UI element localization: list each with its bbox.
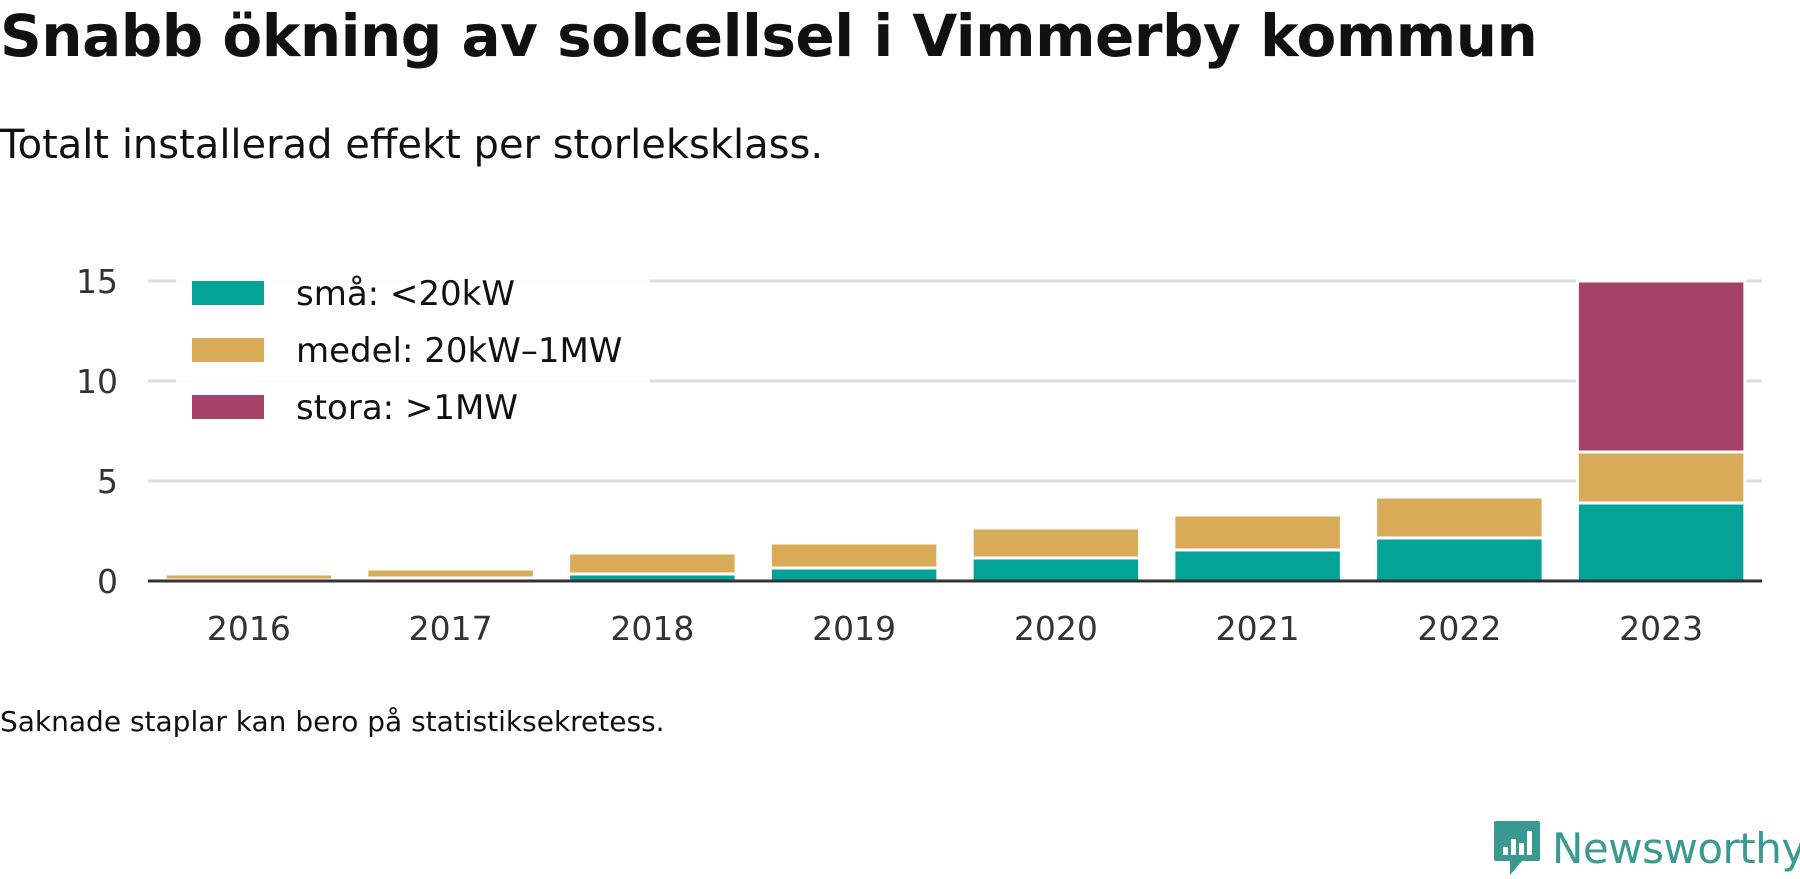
x-tick-label: 2023 bbox=[1619, 609, 1703, 648]
bar-segment bbox=[1575, 450, 1747, 505]
y-tick-label: 0 bbox=[97, 562, 118, 601]
x-tick-label: 2018 bbox=[610, 609, 694, 648]
bar-segment bbox=[567, 551, 738, 576]
x-tick-label: 2016 bbox=[207, 609, 291, 648]
x-tick-label: 2017 bbox=[409, 609, 493, 648]
bar-segment bbox=[1172, 513, 1343, 552]
brand-name: Newsworthy bbox=[1552, 823, 1800, 873]
bar-segment bbox=[1575, 501, 1747, 583]
newsworthy-logo-icon bbox=[1494, 821, 1540, 875]
bar-segment bbox=[1374, 495, 1545, 540]
brand-logo[interactable]: Newsworthy bbox=[1492, 818, 1800, 878]
legend-swatch bbox=[192, 338, 264, 362]
bar-segment bbox=[768, 566, 940, 583]
bar-segment bbox=[970, 556, 1142, 583]
legend-label: stora: >1MW bbox=[296, 388, 518, 428]
y-tick-label: 15 bbox=[76, 262, 118, 301]
bar-segment bbox=[1374, 536, 1545, 583]
x-tick-label: 2019 bbox=[812, 609, 896, 648]
y-tick-label: 5 bbox=[97, 462, 118, 501]
bar-segment bbox=[1172, 548, 1343, 583]
legend-label: små: <20kW bbox=[296, 274, 515, 314]
bar-segment bbox=[970, 526, 1142, 560]
legend-swatch bbox=[192, 395, 264, 419]
bar-segment bbox=[1575, 279, 1747, 454]
x-tick-label: 2020 bbox=[1014, 609, 1098, 648]
bar-segment bbox=[163, 572, 335, 582]
chart-title: Snabb ökning av solcellsel i Vimmerby ko… bbox=[0, 2, 1538, 70]
x-tick-label: 2021 bbox=[1216, 609, 1300, 648]
y-tick-label: 10 bbox=[76, 362, 118, 401]
footnote: Saknade staplar kan bero på statistiksek… bbox=[0, 705, 665, 738]
chart-subtitle: Totalt installerad effekt per storlekskl… bbox=[0, 122, 824, 168]
legend-swatch bbox=[192, 281, 264, 305]
x-tick-label: 2022 bbox=[1417, 609, 1501, 648]
legend-label: medel: 20kW–1MW bbox=[296, 331, 622, 371]
bar-segment bbox=[768, 541, 940, 570]
stacked-bar-chart: 0 5 10 15 2016 2017 2018 2019 2020 2021 2022 2023 sm… bbox=[76, 262, 1762, 648]
bar-segment bbox=[365, 567, 536, 580]
